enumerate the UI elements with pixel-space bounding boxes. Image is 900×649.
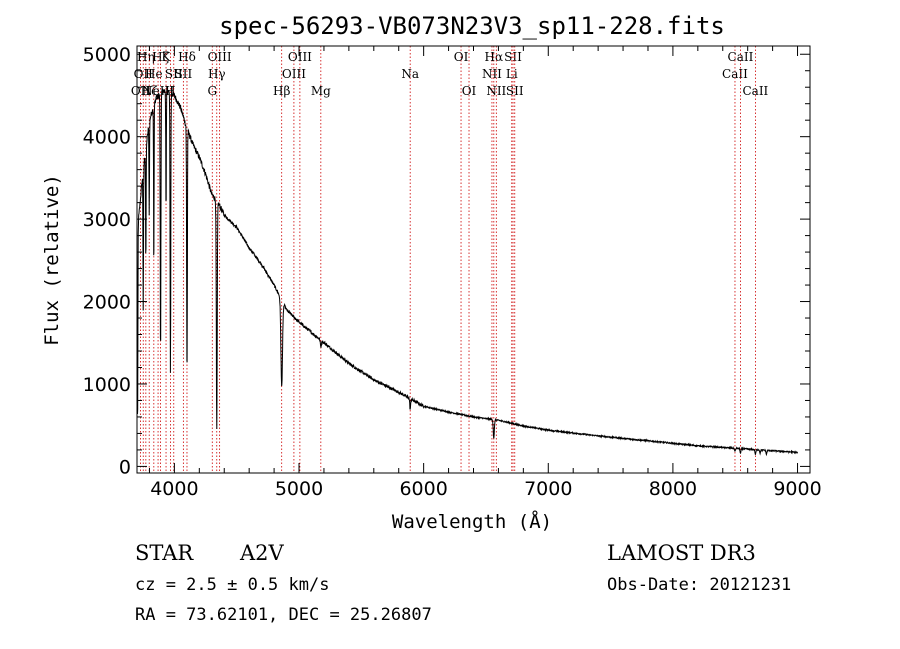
y-tick-label: 2000 [83, 292, 131, 314]
spectral-line-label: Hα [485, 50, 504, 64]
spectral-line-label: NII [486, 84, 506, 98]
spectral-line-label: Na [401, 67, 419, 81]
spectral-line-label: K [162, 50, 172, 64]
plot-frame [136, 45, 811, 474]
spectral-line-label: OIII [282, 67, 306, 81]
spectral-line-label: Mg [311, 84, 331, 98]
x-tick-label: 4000 [150, 478, 198, 500]
survey-name: LAMOST DR3 [607, 541, 756, 565]
spectral-line-label: OIII [288, 50, 312, 64]
x-tick-label: 7000 [524, 478, 572, 500]
redshift-cz: cz = 2.5 ± 0.5 km/s [135, 575, 329, 595]
spectrum-layer [136, 88, 798, 457]
spectral-line-label: OIII [208, 50, 232, 64]
spectral-line-label: He [145, 67, 163, 81]
spectral-line-label: Hζ [141, 84, 158, 98]
spectrum-line [136, 88, 798, 457]
spectral-line-label: Hδ [178, 50, 196, 64]
coordinates: RA = 73.62101, DEC = 25.26807 [135, 605, 432, 625]
spectral-line-label: SII [504, 50, 522, 64]
axes-layer: 4000 5000 6000 7000 8000 9000 0 1000 2000 3000 400… [83, 44, 822, 500]
spectral-lines-layer: OIIOIIHηHζHeNeIIIHζKHSIIHδSIIGHγOIIIHβOI… [131, 46, 769, 473]
spectral-line-label: Hη [137, 50, 155, 64]
spectral-line-label: OI [462, 84, 477, 98]
spectral-line-label: OII [131, 84, 151, 98]
spectral-line-label: SII [165, 67, 183, 81]
spectral-line-label: NII [482, 67, 502, 81]
object-subclass: A2V [239, 541, 285, 565]
spectral-line-label: Hζ [152, 50, 169, 64]
x-tick-label: 8000 [649, 478, 697, 500]
y-tick-label: 0 [119, 456, 131, 478]
spectral-line-label: H [165, 84, 175, 98]
obs-date: Obs-Date: 20121231 [607, 575, 791, 595]
spectral-line-label: Hβ [273, 84, 290, 98]
spectral-line-label: Li [506, 67, 518, 81]
spectral-line-label: OI [454, 50, 469, 64]
y-axis-label: Flux (relative) [41, 174, 63, 346]
spectral-line-label: CaII [742, 84, 768, 98]
spectral-line-label: SII [506, 84, 524, 98]
object-class: STAR [135, 541, 194, 565]
x-axis-label: Wavelength (Å) [392, 510, 552, 533]
spectral-line-label: NeIII [142, 84, 174, 98]
x-tick-label: 5000 [275, 478, 323, 500]
spectral-line-label: CaII [722, 67, 748, 81]
spectral-line-label: SII [175, 67, 193, 81]
spectral-line-label: G [207, 84, 217, 98]
x-tick-label: 6000 [399, 478, 447, 500]
y-tick-label: 4000 [83, 127, 131, 149]
y-tick-label: 1000 [83, 374, 131, 396]
y-tick-label: 3000 [83, 209, 131, 231]
spectral-line-label: Hγ [208, 67, 226, 81]
chart-title: spec-56293-VB073N23V3_sp11-228.fits [219, 12, 725, 40]
y-tick-label: 5000 [83, 44, 131, 66]
spectral-line-label: CaII [728, 50, 754, 64]
x-tick-label: 9000 [773, 478, 821, 500]
